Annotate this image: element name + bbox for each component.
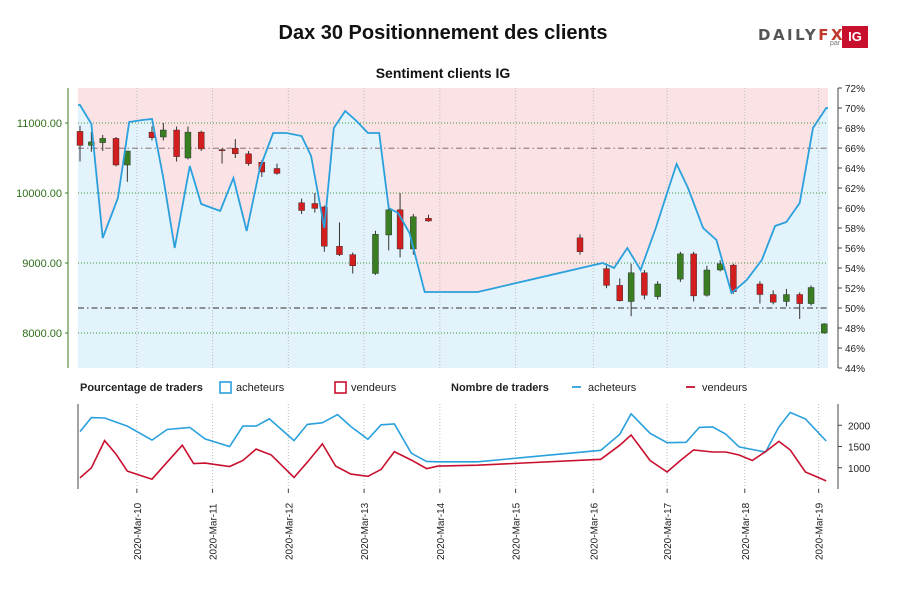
candle-bearish (730, 264, 737, 292)
chart-subtitle: Sentiment clients IG (375, 65, 511, 81)
candle-bullish (99, 138, 106, 143)
candle-bearish (690, 253, 697, 297)
candle-bearish (112, 138, 120, 166)
candle-bearish (232, 147, 239, 154)
left-tick-label: 8000.00 (22, 328, 62, 340)
candle-bearish (311, 203, 319, 209)
candle-bullish (372, 234, 379, 274)
right-tick-label: 44% (845, 364, 865, 375)
legend: Pourcentage de traders Nombre de traders a… (80, 381, 748, 394)
candle-bearish (173, 129, 180, 157)
legend-item-label: acheteurs (236, 382, 285, 394)
x-tick-label: 2020-Mar-14 (436, 502, 447, 560)
x-tick-label: 2020-Mar-13 (360, 502, 371, 560)
left-tick-label: 9000.00 (22, 258, 62, 270)
traders-tick-label: 2000 (848, 421, 871, 432)
candle-bullish (627, 272, 635, 302)
right-tick-label: 52% (845, 284, 865, 295)
left-tick-label: 10000.00 (16, 188, 62, 200)
legend-item-label: vendeurs (351, 382, 397, 394)
right-tick-label: 48% (845, 324, 865, 335)
logo-wordmark: DAILYFX (758, 26, 845, 44)
vertical-grid (136, 88, 820, 489)
candle-bearish (769, 294, 777, 303)
candle-bearish (603, 268, 610, 286)
candle-bullish (160, 129, 167, 138)
legend-title-percent: Pourcentage de traders (80, 382, 203, 394)
candle-bearish (616, 285, 623, 301)
x-axis-labels: 2020-Mar-10 2020-Mar-11 2020-Mar-12 2020-Ma… (133, 489, 826, 560)
logo-fx: FX (818, 26, 846, 44)
candle-bearish (576, 237, 584, 253)
candle-bearish (396, 209, 404, 250)
candle-bullish (88, 141, 95, 146)
candle-bearish (245, 153, 252, 164)
x-tick-label: 2020-Mar-16 (589, 502, 600, 560)
legend-item-label: acheteurs (588, 382, 637, 394)
candle-bearish (425, 217, 432, 222)
right-tick-label: 64% (845, 164, 865, 175)
legend-swatch-box (219, 381, 232, 394)
candle-bullish (783, 294, 790, 302)
candle-bullish (410, 216, 417, 250)
candle-bullish (703, 269, 711, 296)
logo-daily: DAILY (758, 26, 819, 44)
x-tick-label: 2020-Mar-11 (209, 503, 220, 560)
right-tick-label: 70% (845, 104, 865, 115)
candle-bullish (807, 287, 815, 304)
traders-buyers-line (79, 411, 827, 463)
traders-tick-label: 1000 (848, 464, 871, 475)
right-tick-label: 50% (845, 304, 865, 315)
x-tick-label: 2020-Mar-15 (512, 502, 523, 560)
logo-ig: IG (842, 26, 868, 48)
candle-bullish (677, 253, 684, 280)
traders-tick-label: 1500 (848, 443, 871, 454)
traders-sellers-line (79, 433, 827, 482)
right-tick-label: 54% (845, 264, 865, 275)
chart-title: Dax 30 Positionnement des clients (278, 22, 608, 44)
candle-bearish (76, 131, 84, 146)
legend-swatch-box (334, 381, 347, 394)
candles (76, 123, 828, 334)
candle-bullish (385, 209, 392, 236)
candle-bearish (349, 254, 356, 267)
right-tick-label: 56% (845, 244, 865, 255)
candle-bullish (716, 263, 724, 271)
right-tick-label: 46% (845, 344, 865, 355)
candle-bearish (641, 272, 648, 296)
x-tick-label: 2020-Mar-10 (133, 502, 144, 560)
x-tick-label: 2020-Mar-12 (284, 502, 295, 560)
candle-bearish (273, 168, 281, 174)
candle-bearish (218, 149, 226, 152)
right-tick-label: 60% (845, 204, 865, 215)
left-tick-label: 11000.00 (17, 118, 62, 130)
right-tick-label: 58% (845, 224, 865, 235)
logo-par: par (830, 40, 841, 47)
right-tick-label: 68% (845, 124, 865, 135)
buyers-area (78, 105, 828, 368)
dailyfx-logo: DAILYFX par IG (758, 26, 870, 50)
candle-bearish (336, 245, 343, 255)
x-tick-label: 2020-Mar-19 (815, 502, 826, 560)
buyers-percent-line (78, 104, 828, 295)
legend-title-count: Nombre de traders (451, 382, 549, 394)
right-tick-label: 66% (845, 144, 865, 155)
x-tick-label: 2020-Mar-17 (663, 502, 674, 560)
right-tick-label: 62% (845, 184, 865, 195)
candle-bearish (298, 202, 305, 211)
candle-bullish (184, 131, 192, 159)
candle-bullish (654, 283, 661, 297)
candle-bearish (756, 283, 764, 295)
candle-bullish (821, 323, 828, 334)
legend-item-label: vendeurs (702, 382, 748, 394)
candle-bearish (198, 131, 205, 150)
right-tick-label: 72% (845, 84, 865, 95)
x-tick-label: 2020-Mar-18 (741, 502, 752, 560)
candle-bearish (796, 294, 803, 304)
